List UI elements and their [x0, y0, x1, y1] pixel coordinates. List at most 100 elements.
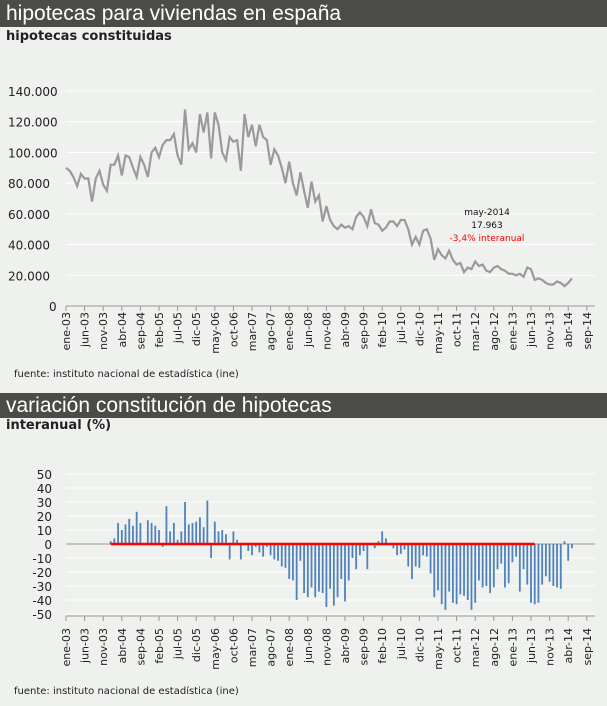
line-chart: 0 20.000 40.000 60.000 80.000 100.000 120.000 1… — [8, 85, 595, 354]
y-tick-label: 50 — [37, 468, 52, 482]
x-tick-label: sep-09 — [358, 628, 371, 665]
y-tick-label: -40 — [32, 594, 52, 608]
bar — [228, 544, 231, 560]
bar — [310, 544, 313, 588]
x-tick-label: jul-05 — [172, 628, 185, 660]
x-tick-label: mar-07 — [246, 628, 259, 667]
section-header-hipotecas: hipotecas para viviendas en españa — [0, 0, 607, 27]
bar — [366, 544, 369, 570]
y-tick-label: -30 — [32, 580, 52, 594]
bar — [206, 500, 209, 544]
x-tick-label: ene-03 — [60, 628, 73, 666]
x-tick-label: nov-03 — [97, 628, 110, 666]
x-tick-label: jun-03 — [79, 628, 92, 664]
y-tick-label: 60.000 — [8, 208, 50, 222]
bar — [239, 544, 242, 560]
bar — [481, 544, 484, 588]
x-tick-label: jun-03 — [79, 312, 92, 348]
x-tick-label: ene-03 — [60, 312, 73, 350]
x-tick-label: jul-10 — [395, 312, 408, 344]
x-tick-label: sep-14 — [581, 312, 594, 349]
bar — [399, 544, 402, 554]
x-tick-label: dic-10 — [413, 628, 426, 662]
bar — [113, 538, 116, 544]
bar — [184, 502, 186, 544]
bar — [292, 544, 294, 581]
x-tick-label: sep-04 — [134, 312, 147, 349]
x-tick-label: dic-10 — [413, 312, 426, 346]
bar — [351, 544, 354, 558]
bar — [195, 521, 198, 544]
bar — [217, 531, 220, 544]
x-tick-label: may-06 — [209, 312, 222, 354]
bar — [139, 523, 142, 544]
y-tick-label: 40 — [37, 482, 52, 496]
bar — [515, 544, 518, 557]
bar — [120, 530, 123, 544]
bar — [277, 544, 279, 561]
bar — [474, 544, 477, 603]
bar — [236, 539, 239, 544]
x-tick-label: dic-05 — [190, 312, 203, 346]
bar — [158, 530, 160, 544]
y-tick-label: 10 — [37, 524, 52, 538]
x-tick-label: mar-12 — [469, 312, 482, 351]
bar — [154, 525, 157, 544]
bar — [165, 506, 168, 544]
bar — [362, 544, 365, 551]
bar — [254, 544, 257, 547]
chart-subtitle-2: interanual (%) — [6, 418, 112, 433]
bar — [210, 544, 212, 558]
bar — [347, 544, 350, 581]
bar — [251, 544, 253, 556]
bar — [176, 539, 179, 544]
bar — [392, 544, 395, 549]
x-tick-label: ene-13 — [506, 312, 519, 350]
bar — [544, 544, 547, 577]
bar — [507, 544, 510, 584]
x-tick-label: ene-13 — [506, 628, 519, 666]
x-tick-label: ago-07 — [265, 628, 278, 667]
bar — [429, 544, 432, 574]
bar — [232, 531, 235, 544]
x-tick-label: nov-03 — [97, 312, 110, 350]
bar — [247, 544, 250, 551]
bar — [377, 541, 380, 544]
bar — [418, 544, 421, 568]
bar — [511, 544, 514, 563]
bar — [504, 544, 506, 588]
bar — [485, 544, 488, 586]
bar — [299, 544, 302, 561]
x-tick-label: oct-11 — [451, 628, 464, 663]
bar — [332, 544, 335, 606]
bar — [541, 544, 544, 585]
x-tick-label: abr-14 — [562, 628, 575, 664]
series-line — [65, 109, 573, 288]
bar — [180, 531, 183, 544]
x-tick-label: may-11 — [432, 628, 445, 670]
annotation-change: -3,4% interanual — [450, 234, 525, 244]
bar — [433, 544, 436, 598]
bar — [496, 544, 499, 570]
x-tick-label: jun-08 — [302, 628, 315, 664]
x-tick-label: ago-07 — [265, 312, 278, 351]
annotation-date: may-2014 — [464, 208, 510, 218]
x-tick-label: jun-08 — [302, 312, 315, 348]
bar — [466, 544, 469, 600]
bar — [135, 511, 138, 544]
y-tick-label: -20 — [32, 566, 52, 580]
x-tick-label: may-11 — [432, 312, 445, 354]
bar — [273, 544, 276, 560]
bar — [396, 544, 398, 556]
x-tick-label: mar-07 — [246, 312, 259, 351]
bar — [373, 544, 376, 549]
bar — [288, 544, 291, 579]
bar — [437, 544, 439, 591]
bar — [258, 544, 261, 553]
bar — [321, 544, 324, 593]
bar — [358, 544, 361, 556]
annotation-value: 17.963 — [471, 221, 503, 231]
x-tick-label: feb-05 — [153, 628, 166, 664]
bar — [187, 524, 190, 544]
bar — [318, 544, 320, 592]
